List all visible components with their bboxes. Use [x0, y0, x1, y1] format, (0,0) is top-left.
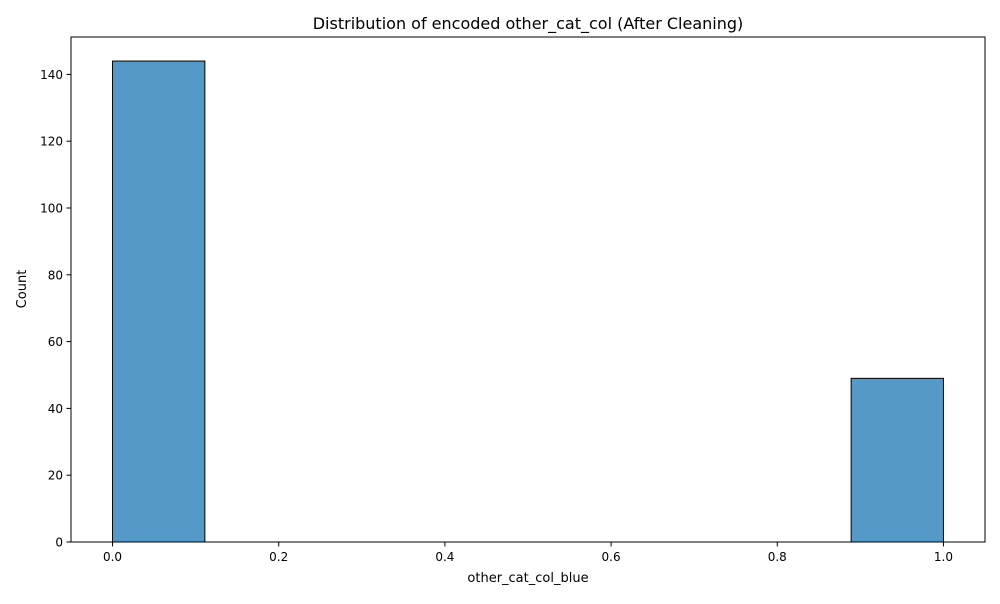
x-tick-label: 1.0 [934, 550, 953, 564]
x-axis-label: other_cat_col_blue [467, 571, 588, 586]
axes-frame [70, 36, 986, 543]
y-axis-label: Count [15, 270, 30, 309]
histogram-bar-0 [112, 60, 206, 543]
x-tick-label: 0.4 [435, 550, 454, 564]
y-tick-label: 120 [40, 135, 63, 149]
x-tick-label: 0.2 [269, 550, 288, 564]
bars-layer [112, 60, 944, 543]
y-tick-label: 100 [40, 202, 63, 216]
axes-layer [70, 36, 986, 543]
y-ticks: 0 20 40 60 80 100 120 140 [40, 68, 71, 550]
y-tick-label: 80 [48, 268, 63, 282]
x-tick-label: 0.6 [602, 550, 621, 564]
y-tick-label: 40 [48, 402, 63, 416]
y-tick-label: 20 [48, 469, 63, 483]
chart-title: Distribution of encoded other_cat_col (A… [313, 14, 744, 34]
y-tick-label: 60 [48, 335, 63, 349]
x-tick-label: 0.8 [768, 550, 787, 564]
y-tick-label: 0 [55, 536, 63, 550]
x-tick-label: 0.0 [103, 550, 122, 564]
y-tick-label: 140 [40, 68, 63, 82]
histogram-bar-8 [850, 377, 944, 543]
x-ticks: 0.0 0.2 0.4 0.6 0.8 1.0 [103, 542, 953, 564]
